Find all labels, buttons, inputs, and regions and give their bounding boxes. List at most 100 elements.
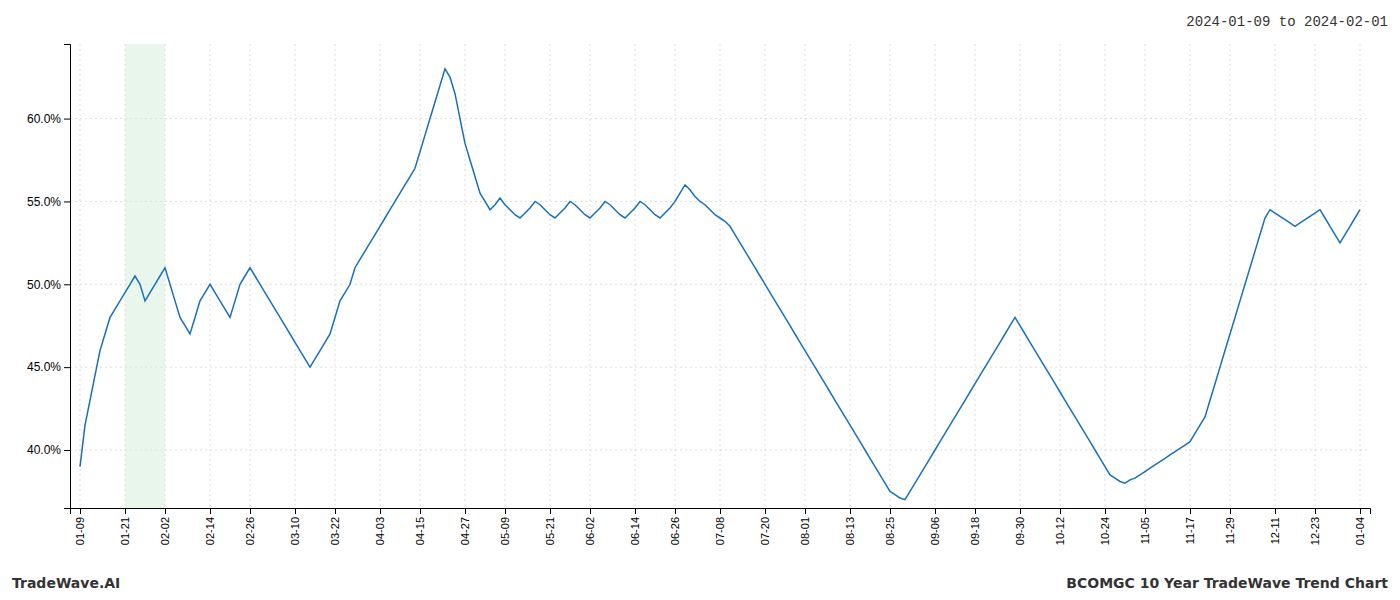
grid-line xyxy=(335,44,336,508)
tick-label: 01-09 xyxy=(74,517,86,545)
grid-line xyxy=(550,44,551,508)
tick: 12-11 xyxy=(1269,508,1281,544)
grid-line xyxy=(465,44,466,508)
tick: 04-27 xyxy=(459,508,471,545)
tick-label: 09-30 xyxy=(1014,517,1026,545)
tick-mark xyxy=(590,508,591,514)
tick-label: 12-11 xyxy=(1269,517,1281,544)
grid-line xyxy=(805,44,806,508)
x-axis: 01-0901-2102-0202-1402-2603-1003-2204-03… xyxy=(71,508,1371,545)
tick-mark xyxy=(64,201,70,202)
tick-label: 01-21 xyxy=(119,517,131,545)
tick: 01-09 xyxy=(74,508,86,545)
annotation: BCOMGC 10 Year TradeWave Trend Chart xyxy=(1066,575,1388,591)
tick: 55.0% xyxy=(27,195,70,209)
tick-mark xyxy=(250,508,251,514)
tick: 60.0% xyxy=(27,112,70,126)
grid-line xyxy=(1190,44,1191,508)
plot: 01-0901-2102-0202-1402-2603-1003-2204-03… xyxy=(27,44,1371,545)
grid-line xyxy=(70,367,1370,368)
tick: 01-04 xyxy=(1354,508,1366,545)
tick-label: 11-29 xyxy=(1224,517,1236,544)
grid-line xyxy=(1060,44,1061,508)
tick: 50.0% xyxy=(27,278,70,292)
tick-mark xyxy=(550,508,551,514)
tick: 03-10 xyxy=(289,508,301,545)
tick: 04-15 xyxy=(414,508,426,545)
tick-mark xyxy=(165,508,166,514)
tick-label: 55.0% xyxy=(27,195,61,209)
tick-mark xyxy=(765,508,766,514)
tick-mark xyxy=(1020,508,1021,514)
tick-label: 06-26 xyxy=(669,517,681,545)
tick-mark xyxy=(64,450,70,451)
grid-line xyxy=(1105,44,1106,508)
tick-label: 08-13 xyxy=(844,517,856,545)
tick: 11-05 xyxy=(1139,508,1151,544)
tick-mark xyxy=(505,508,506,514)
tick: 07-20 xyxy=(759,508,771,545)
grid-line xyxy=(850,44,851,508)
tick-mark xyxy=(335,508,336,514)
axis-line xyxy=(71,509,1371,515)
grid-line xyxy=(1020,44,1021,508)
tick-label: 06-02 xyxy=(584,517,596,545)
tick-label: 50.0% xyxy=(27,278,61,292)
tick-mark xyxy=(635,508,636,514)
tick-mark xyxy=(850,508,851,514)
tick-mark xyxy=(805,508,806,514)
grid-line xyxy=(935,44,936,508)
tick: 09-18 xyxy=(969,508,981,545)
tick-label: 08-25 xyxy=(884,517,896,545)
tick-label: 45.0% xyxy=(27,360,61,374)
tick-label: 11-17 xyxy=(1184,517,1196,544)
tick-mark xyxy=(1275,508,1276,514)
tick: 45.0% xyxy=(27,360,70,374)
tick-mark xyxy=(1190,508,1191,514)
tick: 10-12 xyxy=(1054,508,1066,545)
line xyxy=(80,69,1360,500)
tick-mark xyxy=(1315,508,1316,514)
tick-mark xyxy=(1230,508,1231,514)
grid-line xyxy=(70,118,1370,119)
tick: 05-21 xyxy=(544,508,556,545)
tick-label: 01-04 xyxy=(1354,517,1366,545)
y-axis: 40.0% 45.0% 50.0% 55.0% 60.0% xyxy=(27,45,71,509)
grid-line xyxy=(1275,44,1276,508)
tick-label: 07-20 xyxy=(759,517,771,545)
tick-label: 40.0% xyxy=(27,443,61,457)
grid-line xyxy=(295,44,296,508)
tick: 06-26 xyxy=(669,508,681,545)
tick-mark xyxy=(125,508,126,514)
tick-label: 04-03 xyxy=(374,517,386,545)
tick-mark xyxy=(295,508,296,514)
tick-label: 08-01 xyxy=(799,517,811,545)
grid-line xyxy=(675,44,676,508)
tick: 12-23 xyxy=(1309,508,1321,545)
highlight-span xyxy=(125,44,165,508)
grid-line xyxy=(80,44,81,508)
tick-mark xyxy=(975,508,976,514)
tick-mark xyxy=(1360,508,1361,514)
tick-label: 10-24 xyxy=(1099,517,1111,545)
tick-label: 06-14 xyxy=(629,517,641,545)
tick: 02-02 xyxy=(159,508,171,545)
grid-line xyxy=(1230,44,1231,508)
grid-line xyxy=(1315,44,1316,508)
grid-line xyxy=(210,44,211,508)
tick-mark xyxy=(1105,508,1106,514)
tick-mark xyxy=(64,284,70,285)
tick: 07-08 xyxy=(714,508,726,545)
tick: 01-21 xyxy=(119,508,131,545)
axis-line xyxy=(64,45,71,509)
tick: 08-25 xyxy=(884,508,896,545)
chart: 01-0901-2102-0202-1402-2603-1003-2204-03… xyxy=(0,0,1400,600)
tick-label: 02-02 xyxy=(159,517,171,545)
tick: 08-13 xyxy=(844,508,856,545)
marks xyxy=(80,44,1360,508)
tick-label: 60.0% xyxy=(27,112,61,126)
tick-label: 09-06 xyxy=(929,517,941,545)
tick-mark xyxy=(64,367,70,368)
tick-mark xyxy=(935,508,936,514)
tick-mark xyxy=(720,508,721,514)
